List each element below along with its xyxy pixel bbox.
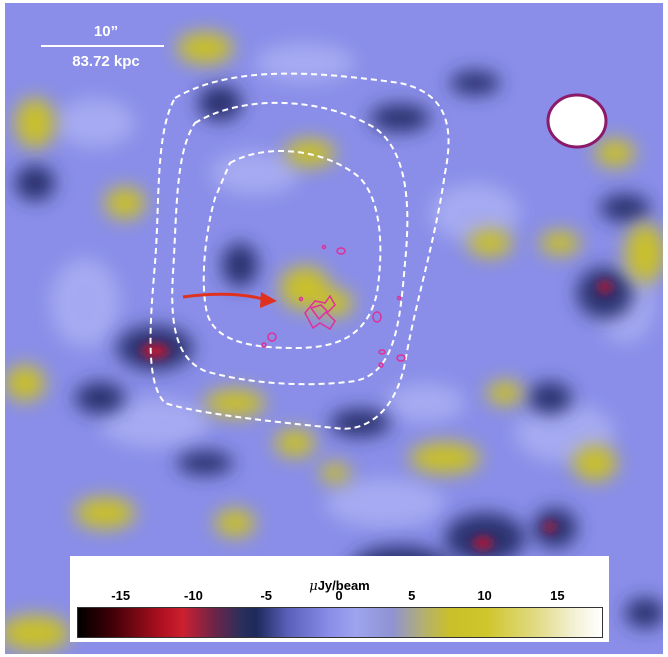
noise-strong-negative: [141, 281, 612, 549]
contour-middle: [171, 101, 409, 386]
ellipse-icon: [546, 93, 608, 149]
colorbar-tick-label: 10: [477, 588, 492, 603]
colorbar-tick-label: 0: [335, 588, 343, 603]
colorbar-tick-label: 5: [408, 588, 416, 603]
arrow-right-icon: [182, 292, 277, 308]
colorbar-tick-label: -10: [184, 588, 203, 603]
colorbar-panel: μJy/beam -15 -10 -5 0 5 10 15: [70, 556, 609, 642]
contour-outer: [149, 72, 450, 430]
colorbar-tick-label: -5: [260, 588, 272, 603]
scale-bar: [41, 45, 164, 47]
colorbar-tick-label: 15: [550, 588, 565, 603]
contour-inner: [202, 150, 382, 350]
colorbar-unit-prefix: μ: [309, 579, 318, 594]
colorbar-unit-rest: Jy/beam: [317, 578, 370, 593]
colorbar-unit-label: μJy/beam: [70, 578, 609, 594]
colorbar-tick-label: -15: [111, 588, 131, 603]
radio-map-image: [5, 3, 663, 654]
colorbar-gradient: [77, 607, 603, 638]
radio-map-panel: 10” 83.72 kpc μJy/beam -15 -10 -5 0 5 10 15: [5, 3, 663, 654]
noise-positive: [5, 32, 663, 651]
xray-contours: [149, 72, 450, 430]
scale-bar-angular-label: 10”: [93, 23, 119, 40]
radio-source-contours: [261, 244, 406, 368]
scale-bar-physical-label: 83.72 kpc: [72, 53, 140, 70]
